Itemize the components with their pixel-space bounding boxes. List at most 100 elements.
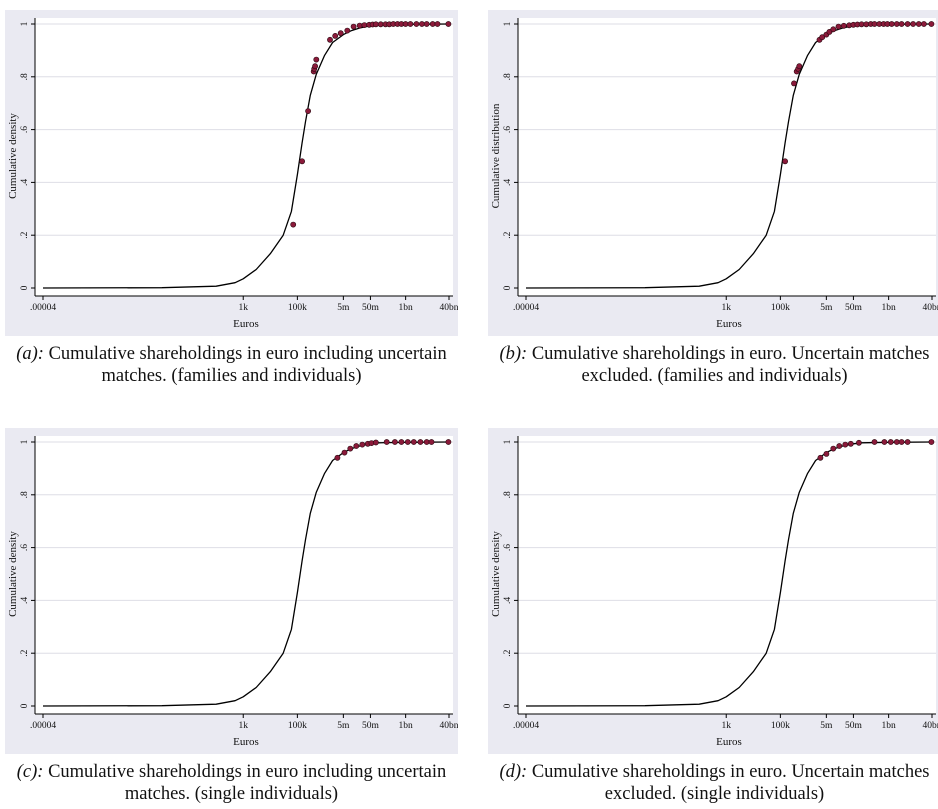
data-point [823, 450, 830, 457]
y-tick-label: 1 [503, 21, 513, 26]
x-tick-label: 1k [238, 721, 248, 731]
panel-c: 0 .2 .4 .6 .8 1 .00004 1k 100k 5m 50m 1bn 40bn Euros C… [5, 428, 458, 804]
data-point [372, 21, 379, 28]
data-point [391, 439, 398, 445]
data-point [910, 21, 916, 27]
y-tick-label: 1 [503, 439, 513, 444]
y-tick-label: 1 [20, 439, 30, 444]
y-tick-label: .4 [20, 597, 30, 604]
data-point [904, 21, 911, 27]
x-tick-label: .00004 [30, 303, 56, 313]
y-tick-label: .6 [503, 544, 513, 551]
y-tick-label: .4 [503, 179, 513, 186]
data-point [423, 439, 430, 445]
y-tick-label: 0 [20, 703, 30, 708]
y-tick-label: .8 [503, 491, 513, 498]
panel-a: 0 .2 .4 .6 .8 1 .00004 1k 100k 5m 50m 1bn 40bn Euros C… [5, 10, 458, 386]
plot-area [35, 436, 453, 714]
data-point [842, 441, 849, 448]
data-point [915, 21, 922, 27]
x-tick-label: 1bn [399, 303, 414, 313]
data-point [893, 439, 900, 445]
data-point [413, 21, 420, 27]
data-point [434, 21, 441, 27]
data-point [830, 445, 837, 452]
plot-area [518, 18, 936, 296]
x-tick-label: 50m [845, 721, 863, 731]
caption-c-text: Cumulative shareholdings in euro includi… [43, 762, 447, 804]
x-tick-label: 100k [771, 721, 790, 731]
chart-a: 0 .2 .4 .6 .8 1 .00004 1k 100k 5m 50m 1bn 40bn Euros C… [5, 10, 458, 336]
x-tick-label: .00004 [513, 721, 539, 731]
data-point [791, 80, 797, 87]
panel-b: 0 .2 .4 .6 .8 1 .00004 1k 100k 5m 50m 1bn 40bn Euros C… [488, 10, 938, 386]
y-tick-label: 1 [20, 21, 30, 26]
x-tick-label: 5m [820, 303, 833, 313]
x-tick-label: 5m [820, 721, 833, 731]
data-point [904, 439, 911, 445]
caption-d-text: Cumulative shareholdings in euro. Uncert… [527, 762, 930, 804]
data-point [871, 439, 878, 445]
x-tick-label: 40bn [923, 721, 938, 731]
y-axis-label: Cumulative distribution [490, 103, 502, 208]
caption-a: (a): Cumulative shareholdings in euro in… [5, 343, 458, 387]
x-tick-label: 40bn [440, 721, 459, 731]
y-tick-label: .2 [20, 231, 30, 238]
caption-b-tag: (b): [499, 344, 528, 364]
data-point [410, 439, 417, 445]
data-point [836, 443, 843, 449]
data-point [928, 439, 935, 445]
y-tick-label: .8 [503, 73, 513, 80]
x-tick-label: 100k [288, 721, 307, 731]
x-tick-label: 100k [771, 303, 790, 313]
y-tick-label: 0 [503, 285, 513, 290]
x-tick-label: 1bn [399, 721, 414, 731]
data-point [796, 63, 803, 70]
y-tick-label: .2 [20, 649, 30, 656]
x-tick-label: 1k [721, 721, 731, 731]
x-tick-label: 5m [337, 303, 350, 313]
x-tick-label: 40bn [440, 303, 459, 313]
data-point [881, 439, 888, 445]
data-point [847, 440, 854, 447]
data-point [361, 22, 368, 28]
data-point [871, 21, 878, 27]
caption-b-text: Cumulative shareholdings in euro. Uncert… [527, 344, 930, 386]
x-tick-label: 1k [721, 303, 731, 313]
x-axis-label: Euros [716, 736, 742, 748]
caption-b: (b): Cumulative shareholdings in euro. U… [488, 343, 938, 387]
plot-area [35, 18, 453, 296]
y-tick-label: .4 [503, 597, 513, 604]
data-point [817, 454, 824, 461]
data-point [898, 21, 905, 27]
data-point [353, 443, 360, 449]
caption-c-tag: (c): [16, 762, 44, 782]
x-tick-label: .00004 [30, 721, 56, 731]
data-point [888, 21, 895, 27]
y-tick-label: .6 [20, 126, 30, 133]
caption-d: (d): Cumulative shareholdings in euro. U… [488, 761, 938, 805]
y-tick-label: .4 [20, 179, 30, 186]
caption-a-tag: (a): [16, 344, 44, 364]
y-tick-label: 0 [20, 285, 30, 290]
x-tick-label: 1k [238, 303, 248, 313]
y-tick-label: .6 [20, 544, 30, 551]
caption-a-text: Cumulative shareholdings in euro includi… [43, 344, 447, 386]
chart-c: 0 .2 .4 .6 .8 1 .00004 1k 100k 5m 50m 1bn 40bn Euros C… [5, 428, 458, 754]
data-point [402, 21, 409, 27]
y-axis-label: Cumulative density [7, 113, 19, 199]
data-point [334, 454, 341, 461]
data-point [327, 36, 333, 43]
data-point [920, 21, 927, 27]
data-point [928, 21, 935, 27]
x-tick-label: .00004 [513, 303, 539, 313]
data-point [372, 439, 379, 446]
y-axis-label: Cumulative density [490, 531, 502, 617]
data-point [337, 30, 344, 37]
x-tick-label: 5m [337, 721, 350, 731]
chart-b: 0 .2 .4 .6 .8 1 .00004 1k 100k 5m 50m 1bn 40bn Euros C… [488, 10, 938, 336]
data-point [819, 34, 826, 41]
data-point [893, 21, 900, 27]
x-tick-label: 1bn [882, 303, 897, 313]
data-point [835, 23, 842, 30]
